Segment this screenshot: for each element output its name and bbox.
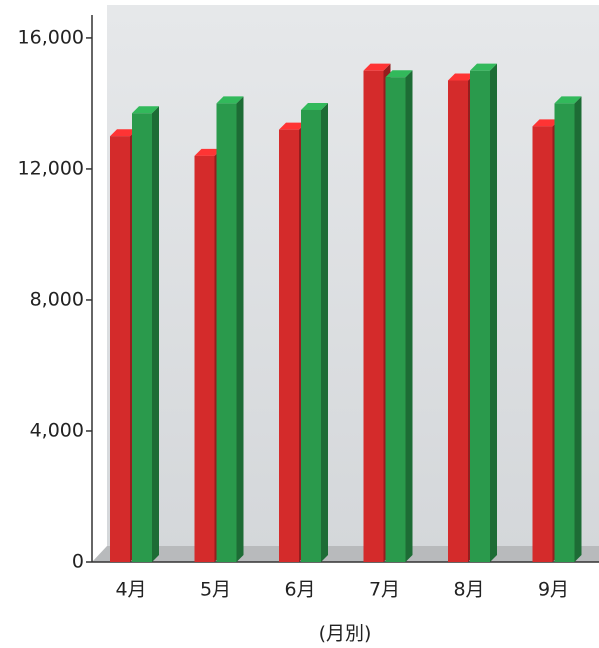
bar-side bbox=[490, 63, 497, 562]
x-tick-label: 8月 bbox=[453, 579, 484, 601]
bar-top bbox=[554, 96, 582, 104]
bar bbox=[448, 80, 468, 563]
y-tick-label: 12,000 bbox=[18, 157, 84, 179]
bar-side bbox=[574, 96, 582, 562]
bar-side bbox=[321, 102, 328, 562]
x-tick-label: 6月 bbox=[284, 579, 315, 601]
y-tick-label: 8,000 bbox=[30, 288, 84, 310]
bar bbox=[279, 129, 299, 562]
bar-top bbox=[301, 102, 328, 110]
floor bbox=[92, 546, 599, 562]
bar bbox=[532, 126, 553, 563]
plot-background bbox=[107, 5, 599, 552]
x-tick-label: 5月 bbox=[200, 579, 231, 601]
bar bbox=[554, 103, 575, 562]
bar bbox=[110, 136, 130, 562]
bar bbox=[385, 77, 406, 563]
bar-top bbox=[132, 106, 159, 114]
bar bbox=[194, 155, 215, 563]
bar-top bbox=[110, 129, 137, 137]
bar bbox=[216, 103, 237, 562]
bar-top bbox=[470, 63, 497, 71]
y-tick-label: 4,000 bbox=[30, 419, 84, 441]
bar-side bbox=[236, 96, 244, 562]
x-axis-label: (月別) bbox=[319, 623, 372, 645]
bar-side bbox=[405, 70, 413, 563]
bar-top bbox=[194, 148, 222, 156]
y-tick-label: 0 bbox=[72, 551, 84, 573]
bar-top bbox=[532, 119, 560, 127]
bar-side bbox=[152, 106, 159, 562]
x-tick-label: 4月 bbox=[115, 579, 146, 601]
bar bbox=[470, 70, 490, 563]
x-tick-label: 7月 bbox=[369, 579, 400, 601]
x-tick-label: 9月 bbox=[538, 579, 569, 601]
bar-top bbox=[279, 122, 306, 130]
bar bbox=[301, 109, 321, 562]
bar-top bbox=[216, 96, 244, 104]
bar-top bbox=[385, 70, 413, 78]
y-tick-label: 16,000 bbox=[18, 26, 84, 48]
bar-top bbox=[448, 73, 475, 81]
bar-top bbox=[363, 63, 391, 71]
bar bbox=[363, 70, 384, 563]
bar bbox=[132, 113, 152, 562]
